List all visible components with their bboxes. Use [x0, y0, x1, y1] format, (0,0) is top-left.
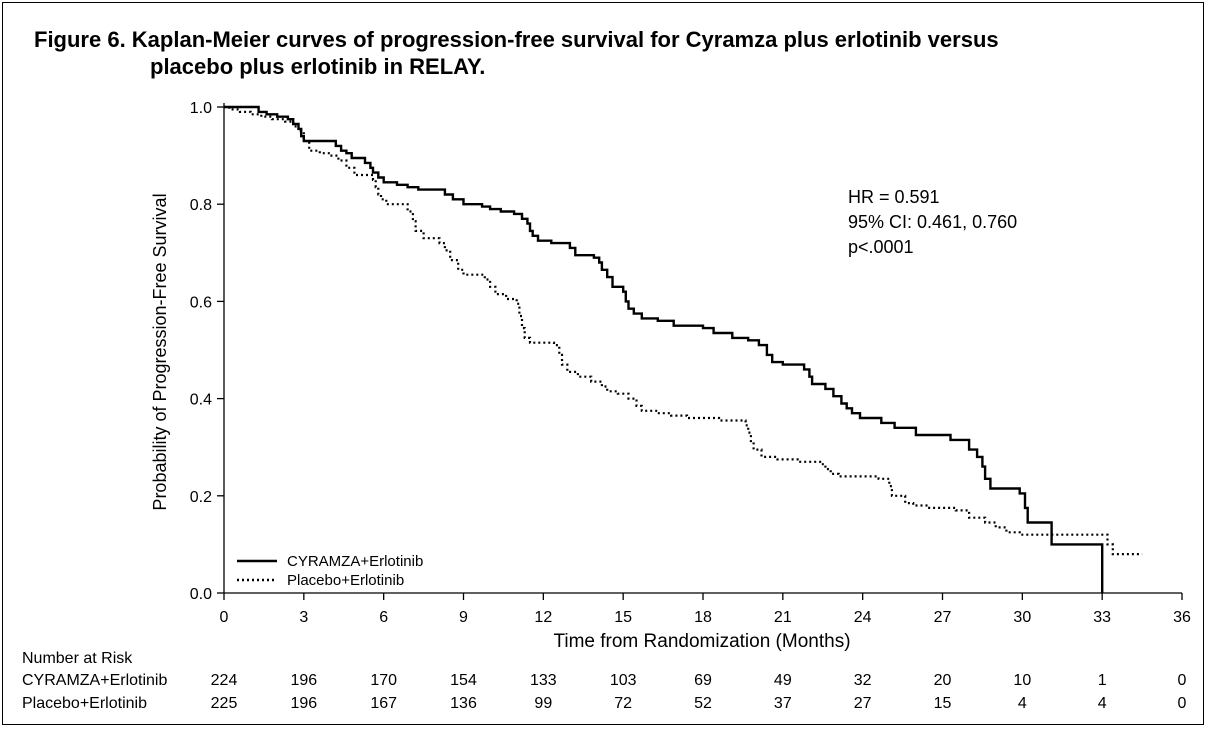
survival-curves	[224, 105, 1143, 593]
x-tick-label: 3	[299, 609, 308, 626]
x-tick-label: 12	[534, 609, 552, 626]
risk-count: 167	[370, 695, 397, 712]
risk-count: 20	[934, 672, 952, 689]
y-tick-label: 0.2	[190, 489, 212, 506]
risk-count: 27	[854, 695, 872, 712]
x-tick-label: 18	[694, 609, 712, 626]
chart-axes: 0 3 6 9 12 15 18 21 24 27 30 33 360.00.20.40.60.81.0	[190, 100, 1191, 626]
x-axis-label: Time from Randomization (Months)	[553, 631, 850, 652]
x-tick-label: 24	[854, 609, 872, 626]
figure-title-line1: Figure 6. Kaplan-Meier curves of progres…	[34, 27, 999, 52]
hazard-ratio-annotation: HR = 0.591 95% CI: 0.461, 0.760 p<.0001	[848, 187, 1017, 257]
risk-count: 136	[450, 695, 477, 712]
risk-count: 103	[610, 672, 637, 689]
x-tick-label: 6	[379, 609, 388, 626]
risk-count: 72	[614, 695, 632, 712]
risk-count: 0	[1178, 695, 1187, 712]
curve-cyramza-erlotinib	[224, 105, 1104, 593]
risk-count: 133	[530, 672, 557, 689]
risk-count: 37	[774, 695, 792, 712]
annotation-p: p<.0001	[848, 237, 914, 257]
y-axis-label: Probability of Progression-Free Survival	[150, 193, 170, 510]
risk-count: 49	[774, 672, 792, 689]
x-tick-label: 0	[220, 609, 229, 626]
risk-count: 196	[290, 672, 317, 689]
legend: CYRAMZA+Erlotinib Placebo+Erlotinib	[237, 553, 423, 589]
risk-count: 4	[1018, 695, 1027, 712]
risk-count: 225	[211, 695, 238, 712]
risk-count: 32	[854, 672, 872, 689]
legend-label-cyramza: CYRAMZA+Erlotinib	[287, 553, 423, 570]
risk-count: 170	[370, 672, 397, 689]
risk-count: 99	[534, 695, 552, 712]
risk-count: 69	[694, 672, 712, 689]
risk-count: 4	[1098, 695, 1107, 712]
x-tick-label: 33	[1093, 609, 1111, 626]
y-tick-label: 0.4	[190, 392, 212, 409]
x-tick-label: 27	[934, 609, 952, 626]
risk-count: 154	[450, 672, 477, 689]
y-tick-label: 1.0	[190, 100, 212, 117]
risk-table-heading: Number at Risk	[22, 650, 133, 667]
y-tick-label: 0.8	[190, 197, 212, 214]
y-tick-label: 0.0	[190, 586, 212, 603]
risk-count: 52	[694, 695, 712, 712]
risk-row-label-placebo: Placebo+Erlotinib	[22, 695, 147, 712]
x-tick-label: 9	[459, 609, 468, 626]
x-tick-label: 30	[1013, 609, 1031, 626]
risk-count: 15	[934, 695, 952, 712]
curve-placebo-erlotinib	[224, 105, 1143, 556]
risk-count: 224	[211, 672, 238, 689]
figure-title: Figure 6. Kaplan-Meier curves of progres…	[34, 26, 1174, 80]
risk-row-label-cyramza: CYRAMZA+Erlotinib	[22, 672, 167, 689]
risk-count: 1	[1098, 672, 1107, 689]
x-tick-label: 15	[614, 609, 632, 626]
risk-count: 196	[290, 695, 317, 712]
risk-table: Number at Risk CYRAMZA+Erlotinib Placebo…	[22, 650, 1187, 712]
figure-title-line2: placebo plus erlotinib in RELAY.	[150, 54, 486, 79]
risk-count: 10	[1013, 672, 1031, 689]
annotation-hr: HR = 0.591	[848, 187, 940, 207]
risk-count: 0	[1178, 672, 1187, 689]
annotation-ci: 95% CI: 0.461, 0.760	[848, 212, 1017, 232]
x-tick-label: 21	[774, 609, 792, 626]
legend-label-placebo: Placebo+Erlotinib	[287, 572, 404, 589]
y-tick-label: 0.6	[190, 294, 212, 311]
x-tick-label: 36	[1173, 609, 1191, 626]
